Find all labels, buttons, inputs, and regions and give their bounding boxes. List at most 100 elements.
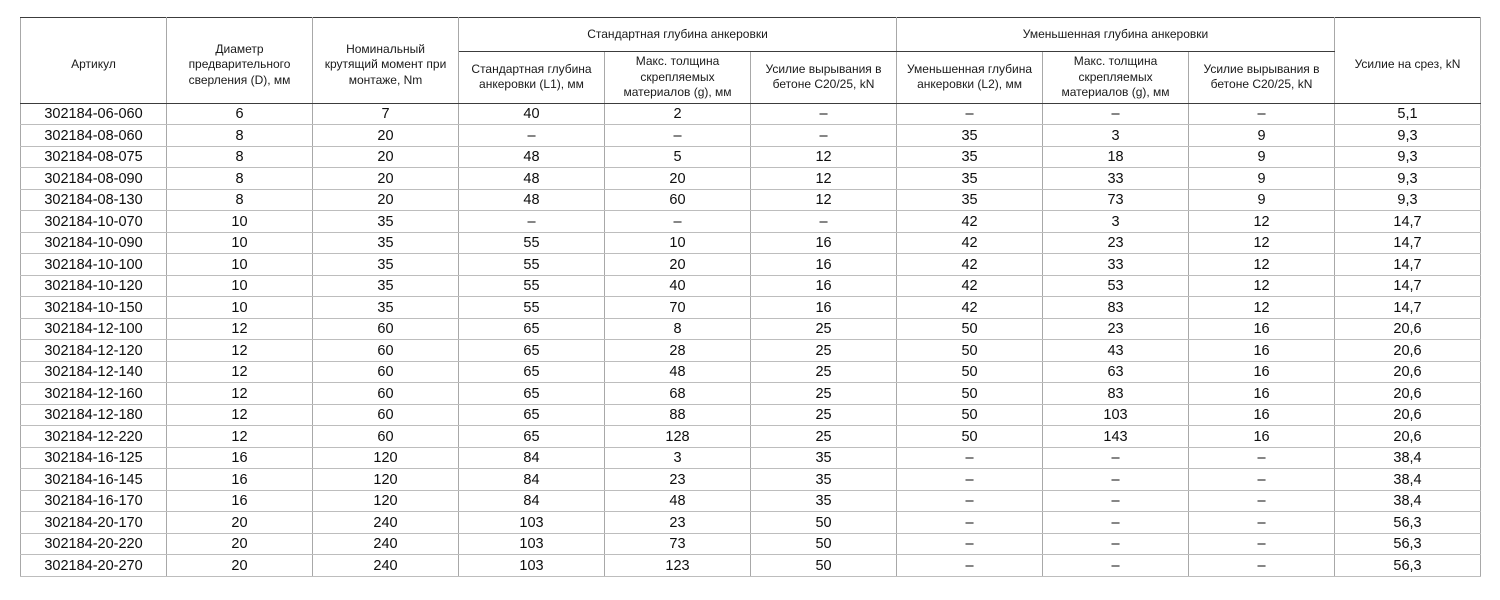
cell-diameter: 12 bbox=[166, 339, 313, 362]
cell-article: 302184-08-060 bbox=[20, 124, 167, 147]
cell-std-pullout-force: 12 bbox=[749, 167, 898, 190]
cell-std-max-thickness-g: 88 bbox=[604, 404, 751, 427]
cell-diameter: 8 bbox=[166, 146, 313, 169]
cell-torque: 120 bbox=[312, 447, 459, 470]
cell-diameter: 16 bbox=[166, 490, 313, 513]
cell-std-max-thickness-g: 20 bbox=[604, 167, 751, 190]
group-header-standard-depth: Стандартная глубина анкеровки bbox=[457, 17, 898, 52]
table-row: 302184-12-220 12 60 65 128 25 50 143 16 20,6 bbox=[20, 425, 1482, 448]
cell-red-depth-l2: – bbox=[896, 447, 1044, 470]
cell-red-depth-l2: 35 bbox=[896, 167, 1044, 190]
cell-red-max-thickness-g: 103 bbox=[1042, 404, 1190, 427]
cell-std-pullout-force: – bbox=[749, 124, 898, 147]
cell-shear-force: 9,3 bbox=[1334, 167, 1482, 190]
cell-red-max-thickness-g: 33 bbox=[1042, 167, 1190, 190]
header-sub-row: Стандартная глубина анкеровки (L1), мм М… bbox=[21, 51, 1481, 104]
cell-article: 302184-16-170 bbox=[20, 490, 167, 513]
group-header-reduced-depth: Уменьшенная глубина анкеровки bbox=[896, 17, 1336, 52]
cell-shear-force: 14,7 bbox=[1334, 296, 1482, 319]
cell-diameter: 12 bbox=[166, 361, 313, 384]
cell-red-depth-l2: 50 bbox=[896, 361, 1044, 384]
cell-torque: 60 bbox=[312, 382, 459, 405]
cell-red-pullout-force: 12 bbox=[1188, 296, 1336, 319]
col-header-article: Артикул bbox=[20, 17, 167, 104]
table-row: 302184-12-100 12 60 65 8 25 50 23 16 20,6 bbox=[20, 318, 1482, 341]
cell-std-max-thickness-g: 3 bbox=[604, 447, 751, 470]
cell-std-pullout-force: 16 bbox=[749, 253, 898, 276]
cell-torque: 60 bbox=[312, 425, 459, 448]
cell-red-max-thickness-g: 3 bbox=[1042, 210, 1190, 233]
cell-article: 302184-08-075 bbox=[20, 146, 167, 169]
cell-std-pullout-force: 25 bbox=[749, 425, 898, 448]
cell-diameter: 10 bbox=[166, 210, 313, 233]
cell-diameter: 10 bbox=[166, 275, 313, 298]
cell-torque: 20 bbox=[312, 146, 459, 169]
cell-article: 302184-12-140 bbox=[20, 361, 167, 384]
table-row: 302184-16-170 16 120 84 48 35– – –38,4 bbox=[20, 490, 1482, 513]
cell-red-pullout-force: – bbox=[1188, 490, 1336, 513]
cell-shear-force: 38,4 bbox=[1334, 490, 1482, 513]
cell-red-max-thickness-g: 83 bbox=[1042, 296, 1190, 319]
cell-red-max-thickness-g: – bbox=[1042, 447, 1190, 470]
cell-red-pullout-force: – bbox=[1188, 554, 1336, 577]
cell-red-depth-l2: 35 bbox=[896, 189, 1044, 212]
cell-torque: 60 bbox=[312, 339, 459, 362]
col-header-torque: Номинальный крутящий момент при монтаже,… bbox=[312, 17, 459, 104]
cell-std-max-thickness-g: 48 bbox=[604, 490, 751, 513]
cell-article: 302184-20-270 bbox=[20, 554, 167, 577]
cell-std-pullout-force: 12 bbox=[749, 189, 898, 212]
cell-red-pullout-force: – bbox=[1188, 447, 1336, 470]
table-row: 302184-10-150 10 35 55 70 16 42 83 12 14,7 bbox=[20, 296, 1482, 319]
cell-torque: 35 bbox=[312, 232, 459, 255]
cell-std-pullout-force: – bbox=[749, 103, 898, 126]
cell-diameter: 20 bbox=[166, 511, 313, 534]
table-row: 302184-16-145 16 120 84 23 35– – –38,4 bbox=[20, 468, 1482, 491]
cell-shear-force: 14,7 bbox=[1334, 232, 1482, 255]
cell-red-depth-l2: 35 bbox=[896, 124, 1044, 147]
cell-std-depth-l1: 55 bbox=[458, 253, 605, 276]
cell-diameter: 16 bbox=[166, 468, 313, 491]
cell-shear-force: 38,4 bbox=[1334, 447, 1482, 470]
cell-red-max-thickness-g: – bbox=[1042, 103, 1190, 126]
spec-table: Артикул Диаметр предварительного сверлен… bbox=[20, 17, 1482, 577]
cell-std-max-thickness-g: 20 bbox=[604, 253, 751, 276]
cell-shear-force: 14,7 bbox=[1334, 275, 1482, 298]
cell-shear-force: 9,3 bbox=[1334, 124, 1482, 147]
cell-red-pullout-force: 16 bbox=[1188, 361, 1336, 384]
cell-std-pullout-force: 16 bbox=[749, 275, 898, 298]
cell-std-depth-l1: 84 bbox=[458, 490, 605, 513]
cell-red-depth-l2: – bbox=[896, 490, 1044, 513]
cell-std-depth-l1: – bbox=[458, 124, 605, 147]
cell-shear-force: 56,3 bbox=[1334, 511, 1482, 534]
cell-diameter: 12 bbox=[166, 425, 313, 448]
table-row: 302184-12-140 12 60 65 48 25 50 63 16 20,6 bbox=[20, 361, 1482, 384]
table-row: 302184-08-130 8 20 48 60 12 35 73 9 9,3 bbox=[20, 189, 1482, 212]
cell-red-pullout-force: 12 bbox=[1188, 253, 1336, 276]
cell-article: 302184-10-100 bbox=[20, 253, 167, 276]
cell-red-depth-l2: 42 bbox=[896, 275, 1044, 298]
cell-std-pullout-force: 50 bbox=[749, 554, 898, 577]
cell-red-pullout-force: 16 bbox=[1188, 339, 1336, 362]
cell-red-depth-l2: 42 bbox=[896, 210, 1044, 233]
cell-std-depth-l1: 103 bbox=[458, 511, 605, 534]
cell-std-depth-l1: 65 bbox=[458, 404, 605, 427]
cell-red-depth-l2: 35 bbox=[896, 146, 1044, 169]
table-row: 302184-20-270 20 240 103 123 50– – –56,3 bbox=[20, 554, 1482, 577]
cell-torque: 20 bbox=[312, 167, 459, 190]
cell-red-pullout-force: 12 bbox=[1188, 275, 1336, 298]
table-header: Артикул Диаметр предварительного сверлен… bbox=[20, 17, 1482, 104]
cell-diameter: 12 bbox=[166, 382, 313, 405]
cell-std-max-thickness-g: – bbox=[604, 124, 751, 147]
cell-torque: 120 bbox=[312, 468, 459, 491]
cell-torque: 7 bbox=[312, 103, 459, 126]
cell-red-pullout-force: 9 bbox=[1188, 124, 1336, 147]
table-row: 302184-20-170 20 240 103 23 50– – –56,3 bbox=[20, 511, 1482, 534]
cell-torque: 60 bbox=[312, 404, 459, 427]
table-row: 302184-12-120 12 60 65 28 25 50 43 16 20,6 bbox=[20, 339, 1482, 362]
table-row: 302184-08-090 8 20 48 20 12 35 33 9 9,3 bbox=[20, 167, 1482, 190]
cell-red-pullout-force: 16 bbox=[1188, 382, 1336, 405]
table-row: 302184-12-180 12 60 65 88 25 50 103 16 20,6 bbox=[20, 404, 1482, 427]
col-header-std-max-thickness: Макс. толщина скрепляемых материалов (g)… bbox=[604, 51, 751, 104]
cell-std-depth-l1: 84 bbox=[458, 468, 605, 491]
